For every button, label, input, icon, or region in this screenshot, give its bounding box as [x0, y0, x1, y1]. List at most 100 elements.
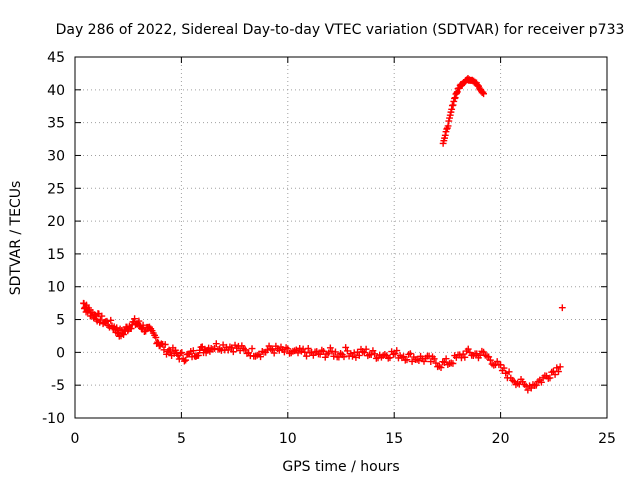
- data-point-main-track: [352, 354, 360, 361]
- data-point-main-track: [432, 359, 440, 367]
- data-point-outlier: [558, 304, 566, 312]
- data-point-main-track: [172, 346, 179, 354]
- data-point-main-track: [131, 315, 138, 323]
- data-point-main-track: [270, 349, 278, 357]
- y-tick-label: 15: [47, 247, 65, 263]
- data-point-main-track: [532, 381, 540, 389]
- x-tick-label: 15: [385, 431, 403, 447]
- data-point-main-track: [91, 311, 98, 319]
- data-point-main-track: [486, 356, 494, 364]
- data-point-main-track: [393, 347, 401, 354]
- data-point-main-track: [441, 359, 448, 366]
- data-point-main-track: [415, 357, 423, 365]
- data-points: [80, 74, 566, 394]
- x-tick-label: 0: [71, 431, 80, 447]
- data-point-main-track: [180, 357, 188, 365]
- data-point-arc: [443, 125, 451, 133]
- data-point-main-track: [320, 347, 327, 355]
- grid: [75, 57, 607, 418]
- data-point-main-track: [343, 347, 351, 355]
- data-point-main-track: [189, 347, 197, 355]
- x-tick-label: 20: [492, 431, 510, 447]
- data-point-main-track: [502, 369, 510, 377]
- y-tick-label: 5: [56, 313, 65, 329]
- y-tick-label: 40: [47, 83, 65, 99]
- data-point-main-track: [248, 345, 256, 352]
- data-point-main-track: [555, 368, 562, 375]
- data-point-arc: [453, 89, 461, 97]
- data-point-main-track: [430, 355, 438, 363]
- data-point-main-track: [103, 317, 111, 325]
- data-point-arc: [444, 122, 452, 130]
- x-tick-label: 25: [598, 431, 616, 447]
- data-point-main-track: [332, 348, 339, 356]
- data-point-main-track: [152, 334, 160, 341]
- data-point-main-track: [551, 371, 559, 378]
- data-point-main-track: [303, 352, 310, 360]
- data-point-main-track: [294, 349, 302, 357]
- data-point-main-track: [371, 350, 379, 358]
- data-point-main-track: [325, 349, 333, 357]
- data-point-arc: [448, 105, 456, 113]
- data-point-main-track: [386, 354, 394, 362]
- data-point-main-track: [342, 344, 350, 351]
- data-point-arc: [451, 94, 459, 102]
- data-point-main-track: [408, 358, 416, 365]
- data-point-arc: [453, 88, 461, 96]
- data-point-main-track: [142, 327, 150, 335]
- y-tick-label: -5: [51, 378, 65, 394]
- data-point-main-track: [349, 352, 356, 360]
- data-point-main-track: [139, 321, 147, 329]
- y-tick-labels: 45 40 35 30 25 20 15 10 5 0 -5 -10: [42, 50, 65, 427]
- data-point-main-track: [449, 360, 457, 367]
- data-point-main-track: [367, 351, 375, 358]
- axis-ticks: [74, 56, 608, 419]
- data-point-main-track: [473, 350, 481, 358]
- data-point-main-track: [524, 386, 532, 394]
- data-point-main-track: [556, 363, 564, 371]
- data-point-main-track: [135, 317, 143, 325]
- data-point-main-track: [427, 358, 435, 365]
- data-point-main-track: [304, 345, 312, 352]
- data-point-main-track: [127, 325, 135, 332]
- data-point-main-track: [400, 353, 407, 360]
- data-point-main-track: [97, 316, 104, 324]
- data-point-main-track: [403, 356, 411, 364]
- data-point-main-track: [553, 364, 561, 372]
- data-point-main-track: [497, 361, 504, 369]
- y-tick-label: -10: [42, 411, 65, 427]
- data-point-main-track: [161, 341, 169, 348]
- data-point-main-track: [546, 374, 554, 382]
- data-point-main-track: [236, 347, 244, 354]
- data-point-main-track: [309, 351, 317, 359]
- data-point-main-track: [505, 368, 513, 376]
- data-point-main-track: [182, 356, 190, 364]
- x-tick-label: 5: [177, 431, 186, 447]
- data-point-arc: [451, 95, 458, 102]
- y-tick-label: 45: [47, 50, 65, 66]
- data-point-arc: [480, 90, 487, 98]
- data-point-arc: [445, 117, 453, 125]
- data-point-arc: [449, 101, 457, 109]
- data-point-main-track: [196, 346, 204, 354]
- data-point-main-track: [406, 350, 414, 358]
- data-point-main-track: [442, 355, 450, 363]
- plot-frame: [74, 56, 608, 419]
- y-tick-label: 10: [47, 280, 65, 296]
- data-point-arc: [450, 98, 458, 105]
- data-point-arc: [441, 131, 449, 139]
- y-tick-label: 0: [56, 345, 65, 361]
- data-point-main-track: [284, 345, 292, 353]
- data-point-main-track: [362, 345, 370, 353]
- y-tick-label: 35: [47, 116, 65, 132]
- data-point-main-track: [361, 349, 368, 357]
- y-tick-label: 25: [47, 181, 65, 197]
- data-point-main-track: [527, 384, 535, 392]
- data-point-main-track: [326, 344, 334, 352]
- y-axis-label: SDTVAR / TECUs: [8, 181, 24, 296]
- data-point-main-track: [98, 312, 106, 320]
- data-point-main-track: [107, 316, 115, 324]
- data-point-main-track: [461, 353, 469, 361]
- x-tick-label: 10: [279, 431, 297, 447]
